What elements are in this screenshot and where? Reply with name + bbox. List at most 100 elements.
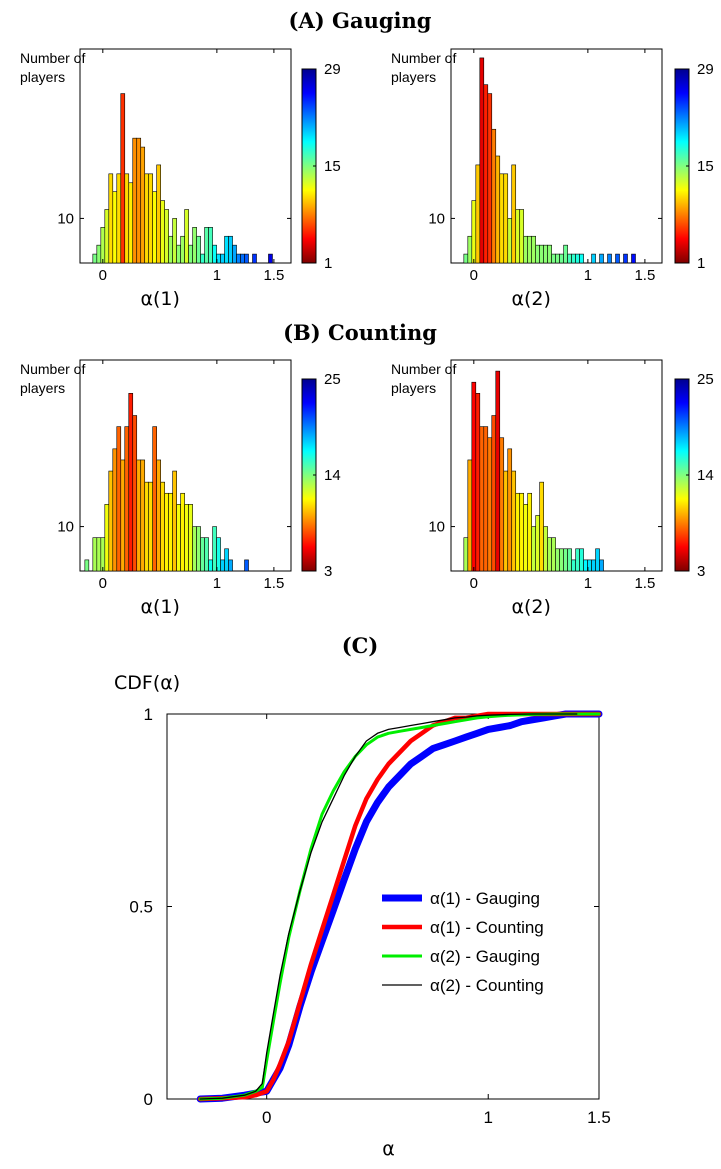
colorbar-tick-label: 25 — [324, 371, 341, 388]
histogram-bar — [591, 559, 596, 572]
histogram-bar — [463, 537, 469, 572]
colorbar-tick-label: 14 — [697, 467, 714, 484]
histogram-bar — [495, 370, 501, 572]
histogram-bar — [108, 173, 114, 264]
histogram-bar — [172, 470, 177, 572]
histogram-bar — [96, 244, 102, 264]
histogram-bar — [252, 253, 257, 264]
section-title-c: (C) — [342, 633, 379, 658]
histogram-bar — [128, 393, 134, 572]
histogram-bar — [192, 526, 197, 572]
colorbar-tick-label: 14 — [324, 467, 341, 484]
histogram-bar — [152, 191, 158, 264]
histogram-bar — [220, 253, 225, 264]
x-tick-label: 1 — [584, 267, 592, 284]
histogram-bar — [579, 253, 584, 264]
histogram-bar — [100, 227, 106, 264]
histogram-bar — [180, 235, 185, 264]
x-tick-label: 1.5 — [634, 267, 655, 284]
histogram-a-alpha2: 0 1 1.5 10 Number of players α(2) 1 15 29 — [391, 48, 714, 310]
y-tick-label: 0 — [144, 1090, 153, 1109]
histogram-bar — [184, 504, 189, 572]
histogram-bar — [539, 481, 544, 572]
y-tick-label: 10 — [428, 210, 445, 227]
x-tick-label: 1 — [213, 575, 221, 592]
histogram-bar — [240, 253, 245, 264]
histogram-bar — [483, 426, 489, 572]
histogram-bar — [543, 244, 548, 264]
x-axis-label: α(2) — [511, 596, 550, 618]
histogram-bar — [583, 559, 588, 572]
histogram-bar — [188, 504, 193, 572]
histogram-bar — [108, 470, 114, 572]
histogram-b-alpha1: 0 1 1.5 10 Number of players α(1) 3 14 25 — [20, 359, 341, 618]
cdf-chart: 0 1 1.5 0 0.5 1 CDF(α) α α(1) - Gauging α(1) - Co… — [114, 672, 611, 1160]
histogram-bar — [212, 244, 217, 264]
colorbar-tick-label: 1 — [324, 255, 332, 272]
histogram-bar — [204, 227, 209, 264]
histogram-bar — [120, 459, 126, 572]
histogram-bar — [547, 244, 552, 264]
histogram-bar — [515, 492, 521, 572]
y-axis-label: Number of — [391, 50, 456, 66]
histogram-bar — [168, 235, 173, 264]
histogram-bar — [523, 504, 529, 572]
histogram-bar — [184, 209, 189, 264]
colorbar-tick-label: 25 — [697, 371, 714, 388]
histogram-bar — [547, 537, 552, 572]
histogram-bar — [156, 164, 161, 264]
histogram-bar — [507, 448, 513, 572]
histogram-bar — [224, 235, 229, 264]
histogram-bar — [244, 559, 249, 572]
histogram-bar — [599, 559, 604, 572]
histogram-bar — [523, 235, 529, 264]
histogram-bar — [112, 448, 118, 572]
histogram-bar — [507, 218, 513, 264]
x-axis-label: α(1) — [140, 288, 179, 310]
colorbar-tick-label: 15 — [697, 158, 714, 175]
histogram-bar — [116, 173, 122, 264]
histogram-bar — [188, 244, 193, 264]
histogram-bar — [571, 559, 576, 572]
histogram-bar — [160, 481, 165, 572]
y-axis-label: players — [391, 69, 436, 85]
histogram-bar — [499, 173, 505, 264]
histogram-bar — [511, 470, 517, 572]
x-tick-label: 1.5 — [634, 575, 655, 592]
cdf-series-line — [199, 713, 578, 1100]
histogram-bar — [503, 173, 509, 264]
histogram-bar — [499, 437, 505, 572]
histogram-bar — [559, 548, 564, 572]
x-axis-label: α(2) — [511, 288, 550, 310]
cdf-series-line — [198, 712, 601, 1101]
histogram-bar — [543, 526, 548, 572]
histogram-bar — [148, 173, 154, 264]
histogram-bar — [208, 227, 213, 264]
histogram-bar — [575, 253, 580, 264]
histogram-bar — [96, 537, 102, 572]
histogram-bar — [483, 84, 489, 264]
histogram-bar — [236, 253, 241, 264]
histogram-bar — [140, 146, 146, 264]
histogram-bar — [128, 182, 134, 264]
histogram-bar — [204, 537, 209, 572]
y-tick-label: 10 — [57, 210, 74, 227]
y-tick-label: 10 — [57, 519, 74, 536]
histogram-bar — [575, 548, 580, 572]
histogram-bar — [104, 209, 110, 264]
y-axis-label: Number of — [20, 50, 85, 66]
histogram-bar — [591, 253, 596, 264]
histogram-a-alpha1: 0 1 1.5 10 Number of players α(1) 1 15 29 — [20, 48, 341, 310]
x-tick-label: 1 — [483, 1108, 492, 1127]
legend-label: α(2) - Gauging — [430, 947, 540, 966]
histogram-bar — [164, 492, 169, 572]
legend-label: α(1) - Counting — [430, 918, 544, 937]
histogram-bar — [535, 244, 540, 264]
histogram-bar — [527, 492, 532, 572]
histogram-bar — [176, 504, 181, 572]
histogram-bar — [467, 459, 473, 572]
histogram-bar — [595, 548, 600, 572]
x-tick-label: 0 — [262, 1108, 271, 1127]
histogram-bar — [104, 504, 110, 572]
histogram-bar — [479, 426, 485, 572]
